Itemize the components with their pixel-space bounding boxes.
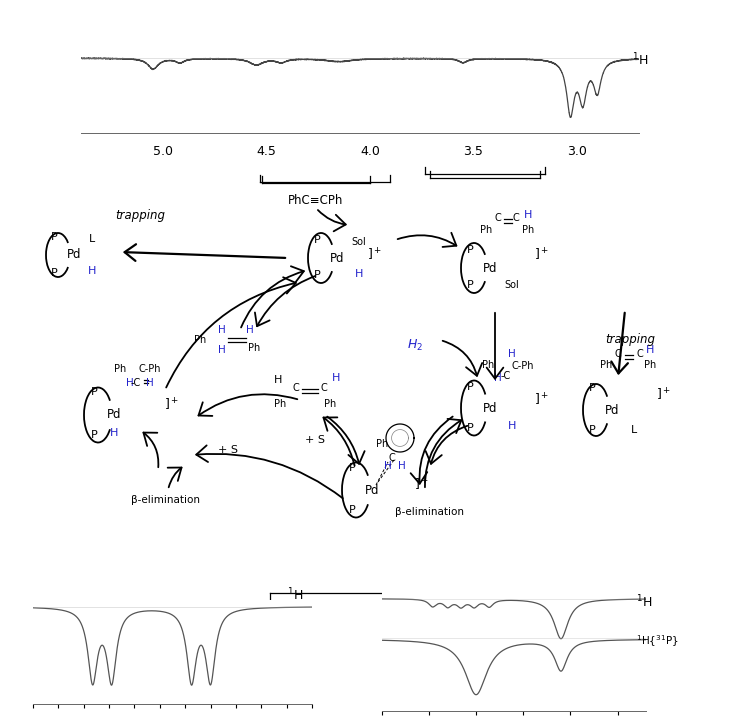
Text: P: P	[313, 270, 320, 280]
Text: C: C	[495, 213, 501, 223]
Text: P: P	[467, 423, 473, 433]
Text: H: H	[332, 373, 340, 383]
Text: Ph: Ph	[114, 364, 126, 374]
Text: Ph: Ph	[324, 399, 336, 409]
Text: Ph: Ph	[522, 225, 534, 235]
Text: P: P	[589, 425, 595, 435]
Text: 3.0: 3.0	[567, 145, 586, 158]
Text: P: P	[467, 245, 473, 255]
Text: ]$^+$: ]$^+$	[534, 247, 550, 263]
Text: H: H	[88, 266, 96, 276]
Text: C: C	[614, 349, 622, 359]
Text: Sol: Sol	[505, 280, 520, 290]
Text: H: H	[218, 325, 226, 335]
Text: L: L	[631, 425, 637, 435]
Text: C: C	[388, 453, 396, 463]
Text: P: P	[467, 382, 473, 392]
Text: L: L	[89, 234, 95, 244]
Text: Pd: Pd	[67, 248, 81, 261]
Text: H: H	[508, 349, 516, 359]
Text: PhC≡CPh: PhC≡CPh	[288, 194, 344, 207]
Text: P: P	[467, 280, 473, 290]
Text: ]$^+$: ]$^+$	[656, 387, 672, 403]
Text: + S: + S	[218, 445, 238, 455]
Text: C-Ph: C-Ph	[512, 361, 534, 371]
Text: P: P	[349, 505, 355, 515]
Text: Ph: Ph	[482, 360, 494, 370]
Text: H: H	[126, 378, 134, 388]
Text: P: P	[313, 235, 320, 245]
Text: H: H	[384, 461, 392, 471]
Text: H: H	[110, 428, 118, 438]
Text: $H_2$: $H_2$	[407, 338, 423, 353]
Text: Ph: Ph	[600, 360, 612, 370]
Text: P: P	[51, 232, 57, 242]
Text: -C: -C	[501, 371, 511, 381]
Text: H: H	[524, 210, 532, 220]
Text: trapping: trapping	[115, 209, 165, 222]
Text: β-elimination: β-elimination	[396, 507, 465, 517]
Text: C: C	[636, 349, 644, 359]
Text: ]$^+$: ]$^+$	[415, 477, 429, 493]
Text: 5.0: 5.0	[153, 145, 173, 158]
Text: P: P	[90, 387, 98, 397]
Text: P: P	[51, 268, 57, 278]
Text: Ph: Ph	[376, 439, 388, 449]
Text: P: P	[349, 463, 355, 473]
Text: H: H	[218, 345, 226, 355]
Text: -C: -C	[131, 378, 141, 388]
Text: trapping: trapping	[605, 333, 655, 346]
Text: C: C	[321, 383, 327, 393]
Text: C: C	[293, 383, 299, 393]
Text: Ph: Ph	[644, 360, 656, 370]
Text: P: P	[589, 383, 595, 393]
Text: ]$^+$: ]$^+$	[534, 392, 550, 408]
Text: β-elimination: β-elimination	[131, 495, 200, 505]
Text: Ph: Ph	[480, 225, 492, 235]
Text: ]$^+$: ]$^+$	[368, 247, 382, 263]
Text: Ph: Ph	[194, 335, 206, 345]
Text: $^1$H: $^1$H	[636, 594, 653, 611]
Text: 3.5: 3.5	[463, 145, 483, 158]
Text: H: H	[398, 461, 406, 471]
Text: H: H	[274, 375, 282, 385]
Text: H: H	[646, 345, 654, 355]
Text: Pd: Pd	[365, 484, 379, 497]
Text: Ph: Ph	[274, 399, 286, 409]
Text: C-Ph: C-Ph	[139, 364, 161, 374]
Text: Pd: Pd	[106, 408, 121, 421]
Text: H: H	[246, 325, 254, 335]
Text: H: H	[146, 378, 154, 388]
Text: + S: + S	[305, 435, 325, 445]
Text: Pd: Pd	[330, 251, 344, 264]
Text: Pd: Pd	[605, 403, 619, 416]
Text: C: C	[512, 213, 520, 223]
Text: Sol: Sol	[352, 237, 366, 247]
Text: $-8$: $-8$	[150, 719, 170, 720]
Text: P: P	[90, 430, 98, 440]
Text: H: H	[508, 421, 516, 431]
Text: Pd: Pd	[483, 402, 497, 415]
Text: $^1$H{$^{31}$P}: $^1$H{$^{31}$P}	[636, 634, 679, 649]
Text: H: H	[355, 269, 363, 279]
Text: 4.5: 4.5	[257, 145, 277, 158]
Text: 4.0: 4.0	[360, 145, 380, 158]
Text: $^1$H: $^1$H	[633, 52, 649, 68]
Text: ]$^+$: ]$^+$	[164, 397, 180, 413]
Text: H: H	[494, 373, 502, 383]
Text: Pd: Pd	[483, 261, 497, 274]
Text: Ph: Ph	[248, 343, 260, 353]
Text: $^1$H: $^1$H	[286, 587, 303, 603]
